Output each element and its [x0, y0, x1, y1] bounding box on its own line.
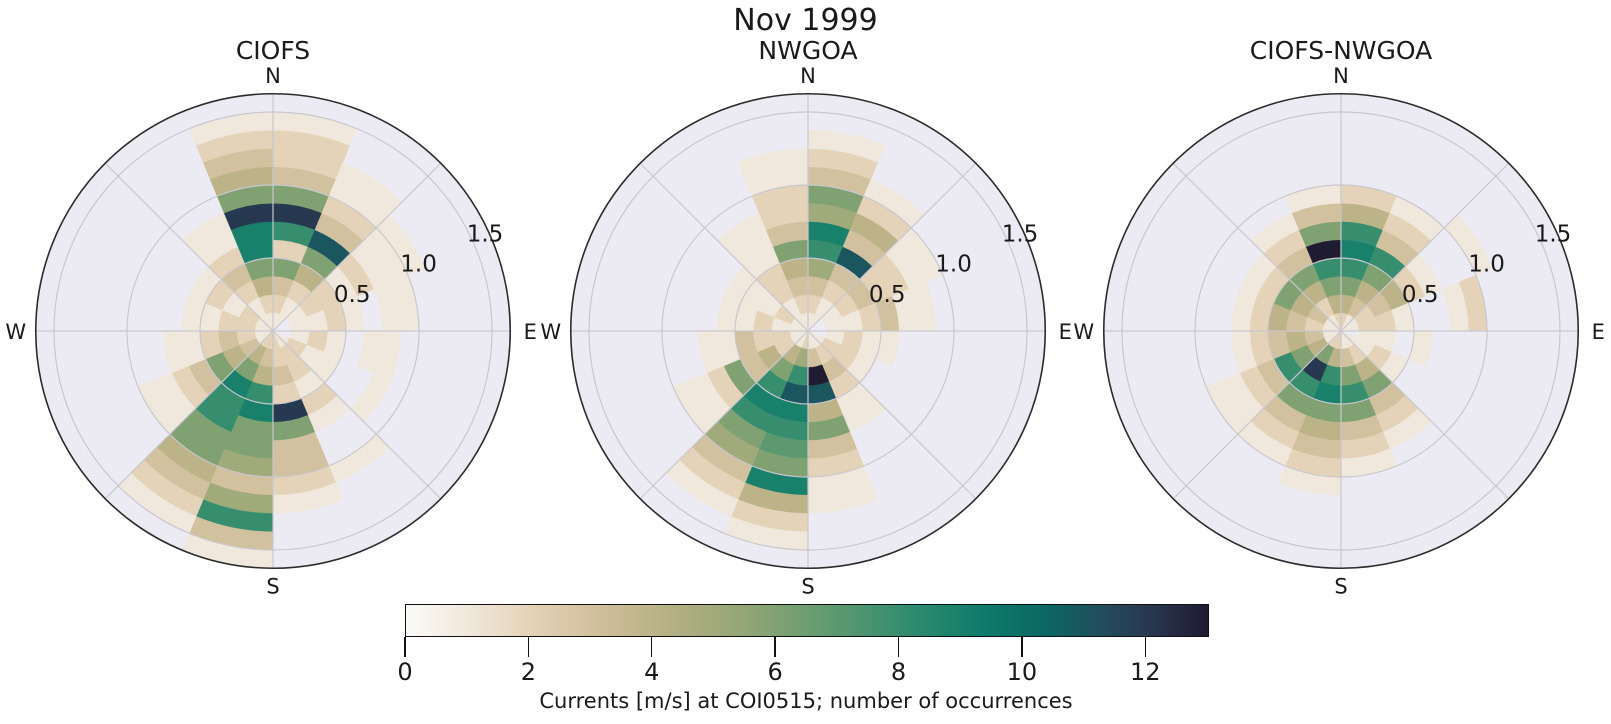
angular-gridline [104, 162, 274, 332]
angular-gridline [1340, 162, 1510, 332]
compass-label-east: E [1592, 320, 1605, 344]
compass-label-north: N [1333, 64, 1349, 88]
compass-label-west: W [540, 320, 561, 344]
colorbar-label: Currents [m/s] at COI0515; number of occ… [539, 689, 1073, 713]
compass-label-south: S [1334, 574, 1347, 598]
angular-gridline [807, 330, 977, 500]
compass-label-south: S [801, 574, 814, 598]
colorbar-tick [404, 637, 406, 657]
angular-gridline [1172, 162, 1342, 332]
windrose-nwgoa: N E S W 0.5 1.0 1.5 [540, 64, 1072, 599]
colorbar-tick-label: 8 [890, 658, 907, 686]
compass-label-west: W [1073, 320, 1094, 344]
subplot-nwgoa: NWGOA N E S W 0.5 1.0 1.5 [540, 38, 1072, 599]
colorbar-tick [1144, 637, 1146, 657]
colorbar-tick-label: 2 [520, 658, 537, 686]
radial-tick-label: 1.5 [467, 221, 504, 247]
radial-tick-label: 0.5 [869, 282, 906, 308]
radial-tick-label: 0.5 [334, 282, 371, 308]
angular-gridline [272, 330, 442, 500]
subplot-ciofs-nwgoa: CIOFS-NWGOA N E S W 0.5 1.0 1.5 [1073, 38, 1605, 599]
subplot-title-nwgoa: NWGOA [758, 36, 858, 65]
subplot-ciofs: CIOFS N E S W 0.5 1.0 1.5 [5, 38, 537, 599]
colorbar-tick [897, 637, 900, 657]
windrose-ciofs-nwgoa: N E S W 0.5 1.0 1.5 [1073, 64, 1605, 599]
angular-gridline [1172, 330, 1342, 500]
colorbar-tick-label: 12 [1130, 658, 1161, 686]
compass-label-south: S [266, 574, 279, 598]
colorbar-tick-label: 0 [397, 658, 413, 686]
radial-tick-label: 1.5 [1535, 221, 1572, 247]
rose-segment [807, 130, 886, 163]
compass-label-west: W [5, 320, 26, 344]
angular-gridline [1340, 330, 1510, 500]
angular-gridline [639, 162, 809, 332]
colorbar-tick-label: 4 [644, 658, 660, 686]
subplot-title-ciofs-nwgoa: CIOFS-NWGOA [1249, 36, 1433, 65]
compass-label-east: E [524, 320, 537, 344]
angular-gridline [104, 330, 274, 500]
radial-tick-label: 1.0 [400, 252, 437, 278]
angular-gridline [272, 162, 442, 332]
colorbar-tick [651, 637, 653, 657]
colorbar [405, 604, 1209, 637]
subplot-title-ciofs: CIOFS [235, 36, 311, 65]
figure-title: Nov 1999 [733, 3, 878, 38]
colorbar-tick [527, 637, 530, 657]
colorbar-tick-label: 6 [767, 658, 783, 686]
compass-label-east: E [1059, 320, 1072, 344]
colorbar-tick [1021, 637, 1023, 657]
compass-label-north: N [800, 64, 816, 88]
polar-spine [1102, 92, 1580, 570]
polar-spine [569, 92, 1047, 570]
colorbar-tick [774, 637, 776, 657]
polar-spine [34, 92, 512, 570]
radial-tick-label: 0.5 [1402, 282, 1439, 308]
angular-gridline [639, 330, 809, 500]
colorbar-group: 0 2 4 6 8 10 12 Currents [m/s] at COI0515; num… [397, 604, 1209, 724]
angular-gridline [807, 162, 977, 332]
radial-tick-label: 1.5 [1002, 221, 1039, 247]
radial-tick-label: 1.0 [935, 252, 972, 278]
colorbar-tick-label: 10 [1006, 658, 1038, 686]
compass-label-north: N [265, 64, 281, 88]
windrose-ciofs: N E S W 0.5 1.0 1.5 [5, 64, 537, 599]
radial-tick-label: 1.0 [1468, 252, 1505, 278]
rose-segment [1405, 253, 1443, 297]
